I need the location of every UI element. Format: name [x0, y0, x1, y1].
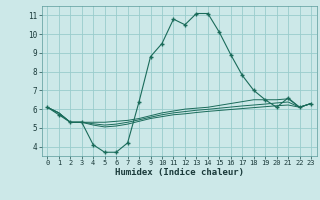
- X-axis label: Humidex (Indice chaleur): Humidex (Indice chaleur): [115, 168, 244, 177]
